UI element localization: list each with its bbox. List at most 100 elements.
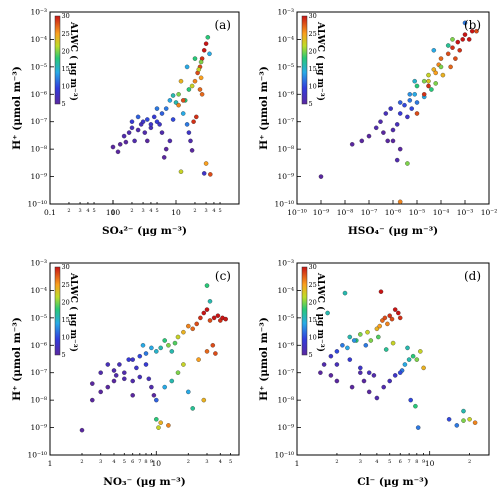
data-point — [394, 157, 400, 163]
x-tick-label: 10⁻⁸ — [337, 208, 354, 217]
data-point — [137, 374, 143, 380]
data-point — [409, 106, 414, 111]
x-minor-label: 2 — [193, 208, 196, 214]
y-tick-label: 10⁻⁹ — [30, 172, 47, 181]
data-point — [351, 338, 357, 343]
data-point — [166, 343, 171, 348]
data-point — [406, 357, 412, 362]
x-tick-label: 10 — [425, 459, 435, 468]
data-point — [203, 161, 209, 166]
x-tick-label: 1 — [48, 459, 53, 468]
data-point — [359, 138, 365, 144]
data-point — [462, 20, 468, 26]
data-point — [140, 119, 146, 124]
data-point — [446, 417, 452, 422]
data-point — [196, 67, 202, 72]
data-point — [184, 122, 190, 127]
data-point — [397, 199, 403, 205]
colorbar-tick-label: 30 — [309, 12, 317, 20]
colorbar-tick-label: 25 — [309, 281, 317, 289]
data-point — [191, 119, 196, 124]
data-point — [204, 307, 210, 312]
data-point — [381, 384, 386, 390]
data-point — [414, 111, 420, 116]
data-point — [161, 155, 167, 160]
colorbar-tick-label: 5 — [62, 351, 66, 359]
y-axis-label: H⁺ (μmol m⁻³) — [258, 66, 270, 150]
data-point — [154, 119, 160, 124]
x-tick-label: 10⁻¹⁰ — [287, 208, 307, 217]
data-point — [390, 340, 396, 346]
panel-1: 10⁻¹⁰ 10⁻⁹ 10⁻⁸ 10⁻⁷ 10⁻⁶ 10⁻⁵ 10⁻⁴ 10⁻³ 10⁻¹⁰ 10… — [258, 8, 497, 238]
y-tick-label: 10⁻³ — [30, 8, 47, 17]
panel-tag: (d) — [464, 269, 481, 283]
plot-frame — [296, 262, 490, 456]
data-point — [188, 138, 193, 144]
plot-frame — [49, 11, 240, 205]
y-tick-label: 10⁻⁸ — [277, 396, 294, 405]
colorbar-tick-label: 10 — [62, 334, 70, 342]
data-point — [213, 351, 218, 356]
data-point — [201, 397, 207, 403]
colorbar-tick-label: 15 — [309, 65, 317, 73]
data-point — [402, 362, 408, 367]
y-tick-label: 10⁻⁹ — [277, 423, 294, 432]
panel-tag: (b) — [464, 18, 481, 32]
x-minor-label: 4 — [149, 208, 152, 214]
data-point — [358, 370, 363, 375]
colorbar-tick-label: 30 — [309, 263, 317, 271]
data-point — [414, 83, 420, 89]
data-point — [198, 315, 203, 321]
data-point — [385, 321, 390, 327]
data-point — [201, 48, 207, 53]
x-minor-label: 5 — [92, 208, 95, 214]
data-point — [201, 171, 207, 176]
data-point — [189, 83, 195, 89]
x-minor-label: 4 — [375, 459, 378, 465]
x-minor-label: 2 — [468, 459, 471, 465]
data-point — [181, 362, 186, 367]
data-point — [169, 378, 175, 384]
y-tick-label: 10⁻⁶ — [277, 341, 294, 350]
data-point — [390, 138, 396, 144]
data-point — [194, 114, 199, 120]
data-point — [378, 119, 383, 124]
colorbar-tick-label: 20 — [62, 47, 70, 55]
data-point — [180, 111, 186, 116]
colorbar-tick-label: 15 — [62, 316, 70, 324]
data-point — [318, 370, 323, 375]
data-point — [122, 376, 127, 382]
x-tick-label: 1 — [111, 208, 116, 217]
y-tick-label: 10⁻⁶ — [30, 341, 47, 350]
data-point — [199, 92, 205, 97]
y-tick-label: 10⁻¹⁰ — [274, 451, 294, 460]
data-point — [186, 389, 191, 395]
data-point — [186, 130, 192, 135]
data-point — [407, 92, 413, 97]
colorbar-tick-label: 25 — [62, 30, 70, 38]
data-point — [111, 368, 117, 373]
data-point — [445, 51, 451, 57]
colorbar-tick-label: 15 — [62, 65, 70, 73]
data-point — [176, 102, 181, 108]
data-point — [410, 353, 416, 359]
data-point — [405, 114, 410, 120]
x-minor-label: 3 — [141, 208, 144, 214]
data-point — [148, 122, 154, 127]
data-point — [334, 378, 340, 384]
colorbar-tick-label: 5 — [309, 351, 313, 359]
data-point — [113, 373, 119, 378]
data-point — [368, 338, 374, 343]
data-point — [208, 172, 213, 177]
x-minor-label: 6 — [131, 459, 134, 465]
data-point — [474, 28, 479, 34]
data-point — [175, 370, 181, 375]
data-point — [418, 349, 423, 354]
data-point — [163, 106, 169, 111]
data-point — [170, 117, 176, 122]
y-tick-label: 10⁻⁶ — [30, 90, 47, 99]
panel-tag: (a) — [214, 18, 231, 32]
y-tick-label: 10⁻⁸ — [30, 145, 47, 154]
data-point — [196, 357, 201, 362]
data-point — [146, 376, 152, 382]
